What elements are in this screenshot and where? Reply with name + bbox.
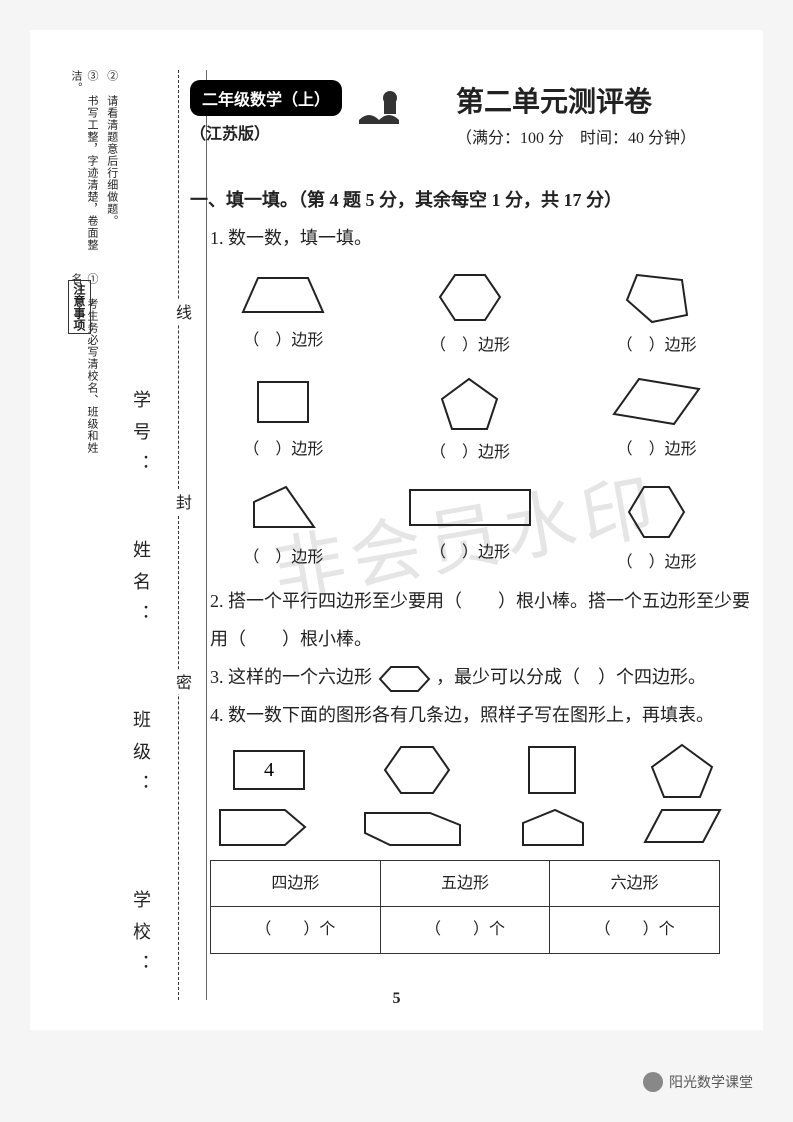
main-content: 二年级数学（上） （江苏版） 第二单元测评卷 （满分：100 分 时间：40 分… bbox=[190, 80, 750, 954]
wechat-icon bbox=[643, 1072, 663, 1092]
shape-cap: （ ）边形 bbox=[587, 433, 727, 467]
label-name: 姓名： bbox=[128, 540, 154, 636]
cell-quad: （ ）个 bbox=[211, 907, 381, 954]
fold-dashed-line bbox=[178, 70, 179, 1000]
label-number: 学号： bbox=[128, 390, 154, 486]
q3-text-a: 3. 这样的一个六边形 bbox=[210, 667, 372, 687]
grade-badge: 二年级数学（上） bbox=[190, 80, 342, 116]
pentagon-q4-icon bbox=[648, 741, 716, 801]
cell-hex: （ ）个 bbox=[550, 907, 720, 954]
th-hex: 六边形 bbox=[550, 860, 720, 907]
table-row: 四边形 五边形 六边形 bbox=[211, 860, 720, 907]
shape-cap: （ ）边形 bbox=[213, 324, 353, 358]
hexagon-flat-icon bbox=[360, 805, 465, 850]
exam-sidebar: ③ 书写工整，字迹清楚，卷面整洁。 ② 请看清题意后行细做题。 ① 考生务必写清… bbox=[68, 70, 178, 1010]
hexagon-icon bbox=[435, 270, 505, 325]
label-school: 学校： bbox=[128, 890, 154, 986]
parallelogram-q4-icon bbox=[640, 805, 725, 847]
header: 二年级数学（上） （江苏版） 第二单元测评卷 （满分：100 分 时间：40 分… bbox=[190, 80, 750, 148]
trapezoid-icon bbox=[238, 270, 328, 320]
rectangle-wide-icon bbox=[405, 482, 535, 532]
q3-text-b: ，最少可以分成（ ）个四边形。 bbox=[436, 667, 706, 687]
parallelogram-icon bbox=[609, 374, 704, 429]
notes-label: 注意事项 bbox=[68, 280, 91, 334]
shape-cap: （ ）边形 bbox=[400, 536, 540, 570]
q1-row-3: （ ）边形 （ ）边形 （ ）边形 bbox=[190, 482, 750, 580]
footer-text: 阳光数学课堂 bbox=[669, 1072, 753, 1092]
rectangle-icon bbox=[248, 374, 318, 429]
hexagon-tall-icon bbox=[624, 482, 689, 542]
q1-label: 1. 数一数，填一填。 bbox=[210, 220, 750, 258]
q4-table: 四边形 五边形 六边形 （ ）个 （ ）个 （ ）个 bbox=[210, 860, 720, 954]
q1-row-1: （ ）边形 （ ）边形 （ ）边形 bbox=[190, 270, 750, 363]
square-icon bbox=[521, 741, 581, 796]
hexagon-inline-icon bbox=[377, 663, 432, 695]
rect-with-4-icon: 4 bbox=[224, 741, 314, 796]
shape-cap: （ ）边形 bbox=[587, 329, 727, 363]
q4-row-1: 4 bbox=[190, 741, 750, 801]
th-quad: 四边形 bbox=[211, 860, 381, 907]
shape-cap: （ ）边形 bbox=[400, 436, 540, 470]
cell-pent: （ ）个 bbox=[380, 907, 550, 954]
edition-label: （江苏版） bbox=[190, 120, 342, 144]
th-pent: 五边形 bbox=[380, 860, 550, 907]
footer: 阳光数学课堂 bbox=[643, 1072, 753, 1092]
q4-row-2 bbox=[190, 805, 750, 850]
label-class: 班级： bbox=[128, 710, 154, 806]
shape-cap: （ ）边形 bbox=[587, 546, 727, 580]
notes-box: ③ 书写工整，字迹清楚，卷面整洁。 ② 请看清题意后行细做题。 ① 考生务必写清… bbox=[68, 70, 128, 290]
book-icon bbox=[354, 80, 404, 130]
pentagon-flag-icon bbox=[215, 805, 310, 850]
score-time: （满分：100 分 时间：40 分钟） bbox=[456, 124, 696, 148]
q1-row-2: （ ）边形 （ ）边形 （ ）边形 bbox=[190, 374, 750, 470]
shape-cap: （ ）边形 bbox=[400, 329, 540, 363]
q3-line: 3. 这样的一个六边形 ，最少可以分成（ ）个四边形。 bbox=[210, 659, 750, 697]
shape-cap: （ ）边形 bbox=[213, 541, 353, 575]
shape-cap: （ ）边形 bbox=[213, 433, 353, 467]
note-2: ② 请看清题意后行细做题。 bbox=[104, 70, 120, 270]
q4-label: 4. 数一数下面的图形各有几条边，照样子写在图形上，再填表。 bbox=[210, 697, 750, 735]
pentagon-icon bbox=[437, 374, 502, 432]
q2-text: 2. 搭一个平行四边形至少要用（ ）根小棒。搭一个五边形至少要用（ ）根小棒。 bbox=[210, 583, 750, 659]
unit-title: 第二单元测评卷 bbox=[456, 80, 696, 120]
hexagon-q4-icon bbox=[381, 741, 453, 799]
section-1-heading: 一、填一填。（第 4 题 5 分，其余每空 1 分，共 17 分） bbox=[190, 182, 750, 220]
example-4: 4 bbox=[264, 759, 274, 781]
table-row: （ ）个 （ ）个 （ ）个 bbox=[211, 907, 720, 954]
pentagon-house-icon bbox=[515, 805, 590, 850]
note-3: ③ 书写工整，字迹清楚，卷面整洁。 bbox=[68, 70, 100, 270]
quad-irregular-icon bbox=[246, 482, 321, 537]
page-number: 5 bbox=[30, 990, 763, 1008]
pentagon-irregular-icon bbox=[622, 270, 692, 325]
